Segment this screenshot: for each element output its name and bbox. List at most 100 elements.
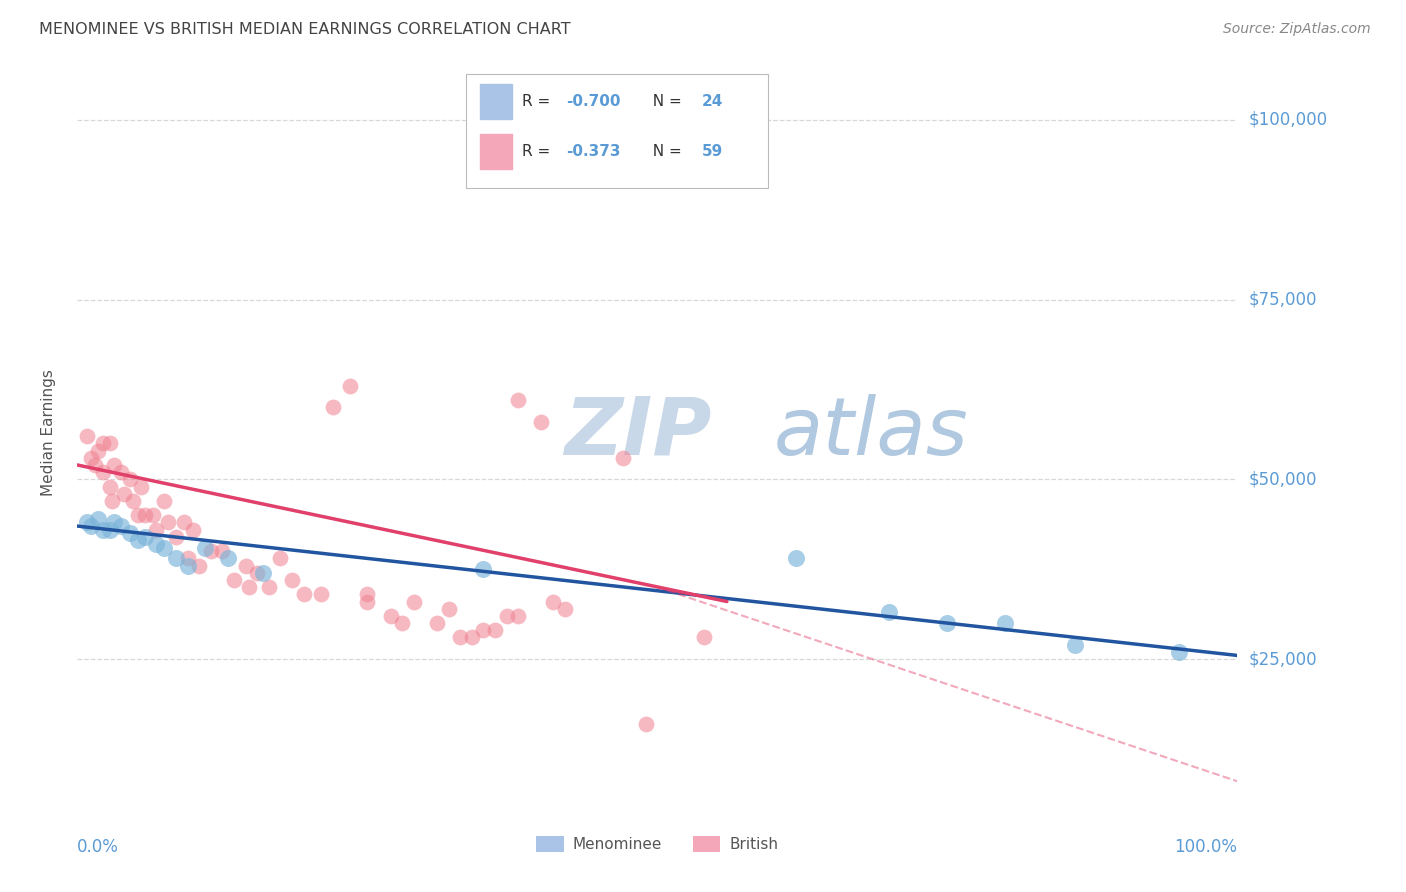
Point: [173, 516, 195, 530]
Point: [217, 551, 239, 566]
Point: [877, 605, 901, 619]
Text: N =: N =: [644, 144, 688, 159]
Point: [101, 494, 124, 508]
Point: [391, 616, 413, 631]
Point: [127, 508, 149, 523]
Point: [98, 479, 121, 493]
Text: $25,000: $25,000: [1249, 650, 1317, 668]
Point: [176, 551, 198, 566]
Point: [200, 544, 222, 558]
Text: 0.0%: 0.0%: [77, 838, 120, 855]
Point: [506, 393, 529, 408]
Point: [110, 465, 132, 479]
Point: [103, 458, 125, 472]
Point: [309, 587, 332, 601]
Point: [785, 551, 807, 566]
Point: [612, 450, 634, 465]
Text: 59: 59: [702, 144, 723, 159]
Point: [1168, 645, 1191, 659]
Point: [281, 573, 304, 587]
Point: [461, 631, 484, 645]
Point: [402, 594, 425, 608]
Point: [87, 443, 110, 458]
Point: [222, 573, 245, 587]
Point: [145, 523, 167, 537]
Point: [127, 533, 149, 548]
Text: N =: N =: [644, 95, 688, 109]
Point: [235, 558, 257, 573]
Text: $75,000: $75,000: [1249, 291, 1317, 309]
Text: $100,000: $100,000: [1249, 111, 1327, 129]
Text: -0.373: -0.373: [565, 144, 620, 159]
Point: [246, 566, 269, 580]
Point: [134, 530, 156, 544]
Point: [188, 558, 211, 573]
Point: [426, 616, 449, 631]
Point: [153, 494, 176, 508]
Point: [194, 541, 217, 555]
Text: $50,000: $50,000: [1249, 470, 1317, 488]
Point: [98, 523, 121, 537]
Point: [145, 537, 167, 551]
Point: [76, 429, 98, 443]
Point: [76, 516, 98, 530]
Point: [118, 526, 141, 541]
Point: [506, 608, 529, 623]
Point: [80, 450, 103, 465]
Y-axis label: Median Earnings: Median Earnings: [42, 369, 56, 496]
Text: -0.700: -0.700: [565, 95, 620, 109]
Point: [176, 558, 198, 573]
Point: [472, 562, 495, 576]
Point: [156, 516, 179, 530]
Point: [122, 494, 145, 508]
FancyBboxPatch shape: [479, 134, 512, 169]
Point: [165, 530, 187, 544]
Text: 24: 24: [702, 95, 723, 109]
Text: ZIP: ZIP: [565, 393, 711, 472]
Point: [321, 401, 344, 415]
Point: [91, 523, 114, 537]
Point: [994, 616, 1017, 631]
Text: atlas: atlas: [773, 393, 969, 472]
Text: MENOMINEE VS BRITISH MEDIAN EARNINGS CORRELATION CHART: MENOMINEE VS BRITISH MEDIAN EARNINGS COR…: [39, 22, 571, 37]
Point: [356, 587, 378, 601]
Point: [936, 616, 959, 631]
Point: [634, 716, 657, 731]
Point: [292, 587, 315, 601]
FancyBboxPatch shape: [479, 84, 512, 120]
Point: [134, 508, 156, 523]
Legend: Menominee, British: Menominee, British: [530, 830, 785, 858]
Point: [1063, 638, 1085, 652]
Point: [91, 436, 114, 450]
Point: [103, 516, 125, 530]
FancyBboxPatch shape: [465, 73, 768, 188]
Text: 100.0%: 100.0%: [1174, 838, 1237, 855]
Text: R =: R =: [522, 95, 555, 109]
Text: R =: R =: [522, 144, 555, 159]
Point: [252, 566, 274, 580]
Point: [472, 624, 495, 638]
Point: [356, 594, 378, 608]
Point: [110, 519, 132, 533]
Point: [484, 624, 506, 638]
Point: [153, 541, 176, 555]
Point: [91, 465, 114, 479]
Point: [112, 486, 135, 500]
Point: [129, 479, 152, 493]
Point: [693, 631, 716, 645]
Point: [142, 508, 165, 523]
Point: [541, 594, 564, 608]
Point: [437, 601, 460, 615]
Point: [83, 458, 105, 472]
Point: [211, 544, 233, 558]
Point: [339, 379, 361, 393]
Point: [80, 519, 103, 533]
Point: [257, 580, 280, 594]
Point: [238, 580, 260, 594]
Point: [87, 512, 110, 526]
Text: Source: ZipAtlas.com: Source: ZipAtlas.com: [1223, 22, 1371, 37]
Point: [554, 601, 576, 615]
Point: [98, 436, 121, 450]
Point: [118, 472, 141, 486]
Point: [530, 415, 553, 429]
